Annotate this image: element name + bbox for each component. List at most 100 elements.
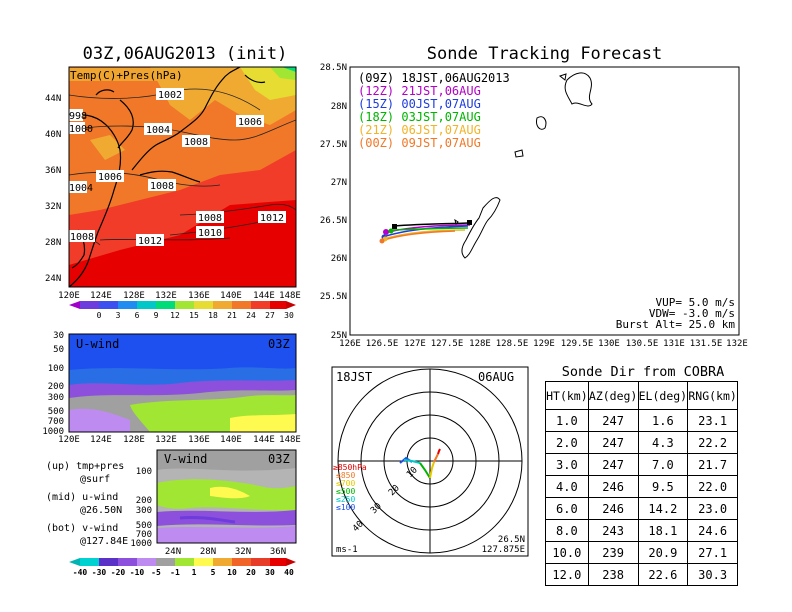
lat-tick: 40N: [45, 130, 61, 140]
hodo-trace-850: [433, 453, 439, 463]
colorbar-label: 3: [116, 311, 121, 320]
svg-text:24N: 24N: [165, 547, 181, 557]
hodo-trace-500: [419, 462, 431, 479]
svg-text:300: 300: [48, 393, 64, 403]
svg-text:200: 200: [48, 382, 64, 392]
track-09Z: [393, 222, 471, 227]
svg-text:130.5E: 130.5E: [626, 339, 659, 349]
tracking-map: (09Z) 18JST,06AUG2013 (12Z) 21JST,06AUG …: [320, 63, 748, 349]
svg-text:28N: 28N: [331, 102, 347, 112]
isobar-label: 1004: [146, 125, 170, 136]
isobar-label: 1006: [238, 117, 262, 128]
table-row: 2.0 247 4.3 22.2: [545, 431, 738, 454]
svg-text:132E: 132E: [155, 435, 177, 445]
svg-text:-10: -10: [130, 568, 145, 577]
lat-tick: 36N: [45, 166, 61, 176]
level-legend-item: ≥850hPa: [333, 463, 367, 472]
isobar-label: 1008: [184, 137, 208, 148]
note-line: (mid) u-wind: [46, 492, 118, 503]
hodograph: 10 20 30 40 18JST 06AUG ≥850hPa ≤850 ≤70…: [331, 366, 529, 557]
colorbar-label: 9: [154, 311, 159, 320]
legend-item: (00Z) 09JST,07AUG: [358, 136, 481, 150]
track-lines: [383, 222, 471, 241]
svg-text:28N: 28N: [200, 547, 216, 557]
lon-tick: 148E: [279, 291, 301, 301]
svg-text:128.5E: 128.5E: [496, 339, 529, 349]
lat-tick: 44N: [45, 94, 61, 104]
temp-band-15: [270, 67, 296, 80]
svg-text:127E: 127E: [404, 339, 426, 349]
svg-text:26.5N: 26.5N: [320, 216, 347, 226]
svg-text:-30: -30: [92, 568, 107, 577]
lon-tick: 136E: [188, 291, 210, 301]
svg-text:128E: 128E: [123, 435, 145, 445]
note-line: @surf: [80, 474, 110, 485]
svg-text:136E: 136E: [188, 435, 210, 445]
track-00Z: [383, 230, 456, 241]
temp-map: 1002 1004 1006 1008 1006 1008 1008 1012 …: [45, 66, 301, 301]
coastlines: [69, 67, 266, 287]
hodograph-rings: [337, 368, 523, 554]
track-18Z: [392, 227, 469, 231]
svg-text:144E: 144E: [253, 435, 275, 445]
svg-text:-40: -40: [73, 568, 88, 577]
vwind-colorbar: -40 -30 -20 -10 -5 -1 1 5 10 20 30 40: [69, 558, 296, 577]
svg-text:30: 30: [265, 568, 275, 577]
svg-text:5: 5: [211, 568, 216, 577]
svg-text:126E: 126E: [339, 339, 361, 349]
legend-item: (21Z) 06JST,07AUG: [358, 123, 481, 137]
note-line: @26.50N: [80, 505, 122, 516]
table-row: 3.0 247 7.0 21.7: [545, 453, 738, 476]
svg-text:1: 1: [192, 568, 197, 577]
header-rng: RNG(km): [687, 381, 738, 410]
uwind-lon-ticks: 120E 124E 128E 132E 136E 140E 144E 148E: [58, 435, 301, 445]
vwind-panel: V-wind 03Z 100 200 300 500 700 1000 24N …: [130, 449, 297, 557]
table-row: 6.0 246 14.2 23.0: [545, 497, 738, 520]
temp-map-title: 03Z,06AUG2013 (init): [82, 44, 288, 64]
svg-text:27N: 27N: [331, 178, 347, 188]
svg-text:100: 100: [48, 364, 64, 374]
tracking-legend: (09Z) 18JST,06AUG2013 (12Z) 21JST,06AUG …: [358, 71, 510, 150]
lat-tick: 28N: [45, 238, 61, 248]
svg-text:127.5E: 127.5E: [431, 339, 464, 349]
isobar-label: 1008: [70, 232, 94, 243]
legend-item: (12Z) 21JST,06AUG: [358, 84, 481, 98]
table-title: Sonde Dir from COBRA: [561, 364, 725, 380]
svg-text:100: 100: [136, 467, 152, 477]
vwind-time: 03Z: [268, 452, 290, 466]
hodograph-traces: [399, 448, 441, 479]
table-row: 12.0 238 22.6 30.3: [545, 563, 738, 586]
hodo-trace-700: [429, 461, 435, 479]
hodograph-time: 18JST: [336, 370, 372, 384]
svg-text:120E: 120E: [58, 435, 80, 445]
isobar-label: 1010: [198, 228, 222, 239]
direction-table: HT(km) AZ(deg) EL(deg) RNG(km) 1.0 247 1.6…: [545, 381, 738, 586]
legend-item: (09Z) 18JST,06AUG2013: [358, 71, 510, 85]
svg-text:10: 10: [227, 568, 237, 577]
svg-text:500: 500: [48, 407, 64, 417]
uwind-panel: U-wind 03Z 30 50 100 200 300 500 700 100…: [42, 331, 301, 445]
svg-text:129.5E: 129.5E: [561, 339, 594, 349]
map-field-label: Temp(C)+Pres(hPa): [70, 69, 183, 82]
svg-text:1000: 1000: [42, 427, 64, 437]
uwind-levels: 30 50 100 200 300 500 700 1000: [42, 331, 64, 437]
param-line: VDW= -3.0 m/s: [649, 307, 735, 320]
table-row: 4.0 246 9.5 22.0: [545, 475, 738, 498]
svg-text:140E: 140E: [220, 435, 242, 445]
vwind-label: V-wind: [164, 452, 207, 466]
lon-tick: 124E: [90, 291, 112, 301]
svg-text:300: 300: [136, 506, 152, 516]
svg-text:30: 30: [53, 331, 64, 341]
note-line: @127.84E: [80, 536, 128, 547]
svg-text:132E: 132E: [726, 339, 748, 349]
uwind-time: 03Z: [268, 337, 290, 351]
svg-text:124E: 124E: [90, 435, 112, 445]
svg-text:-1: -1: [170, 568, 180, 577]
colorbar-label: 27: [265, 311, 275, 320]
isobar-label: 1006: [98, 172, 122, 183]
svg-text:50: 50: [53, 345, 64, 355]
uwind-label: U-wind: [76, 337, 119, 351]
colorbar-label: 15: [189, 311, 199, 320]
table-header-row: HT(km) AZ(deg) EL(deg) RNG(km): [545, 381, 738, 410]
param-line: VUP= 5.0 m/s: [656, 296, 735, 309]
